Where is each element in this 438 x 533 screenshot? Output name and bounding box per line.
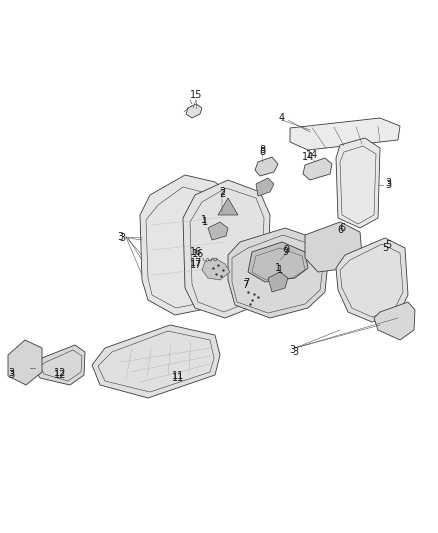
Text: 5: 5 <box>382 243 388 253</box>
Text: 16: 16 <box>190 247 202 257</box>
Text: 3: 3 <box>8 370 14 380</box>
Polygon shape <box>92 325 220 398</box>
Text: 1: 1 <box>202 217 208 227</box>
Polygon shape <box>305 222 362 272</box>
Text: 14: 14 <box>302 152 314 162</box>
Polygon shape <box>208 222 228 240</box>
Polygon shape <box>290 118 400 150</box>
Text: 14: 14 <box>306 150 318 160</box>
Polygon shape <box>202 258 230 280</box>
Text: 7: 7 <box>242 280 248 290</box>
Text: 5: 5 <box>385 240 391 250</box>
Text: 6: 6 <box>337 225 343 235</box>
Text: 4: 4 <box>279 113 285 123</box>
Text: 3: 3 <box>292 347 298 357</box>
Text: 6: 6 <box>339 223 345 233</box>
Text: 1: 1 <box>277 265 283 275</box>
Polygon shape <box>336 138 380 228</box>
Text: 3: 3 <box>385 180 391 190</box>
Text: 9: 9 <box>282 247 288 257</box>
Polygon shape <box>218 198 238 215</box>
Text: 16: 16 <box>192 249 204 259</box>
Text: 2: 2 <box>219 189 225 199</box>
Polygon shape <box>35 345 85 385</box>
Text: 9: 9 <box>283 245 289 255</box>
Text: 1: 1 <box>275 263 281 273</box>
Text: 15: 15 <box>190 90 202 100</box>
Text: 11: 11 <box>172 373 184 383</box>
Text: 3: 3 <box>289 345 295 355</box>
Text: 1: 1 <box>201 215 207 225</box>
Polygon shape <box>186 104 202 118</box>
Polygon shape <box>256 178 274 196</box>
Text: 3: 3 <box>8 368 14 378</box>
Text: 17: 17 <box>190 260 202 270</box>
Text: 3: 3 <box>117 232 123 242</box>
Polygon shape <box>268 272 288 292</box>
Text: 3: 3 <box>385 178 391 188</box>
Text: 12: 12 <box>54 368 66 378</box>
Polygon shape <box>228 228 328 318</box>
Text: 17: 17 <box>190 258 202 268</box>
Polygon shape <box>248 242 308 282</box>
Polygon shape <box>374 302 415 340</box>
Text: 12: 12 <box>54 370 66 380</box>
Text: 8: 8 <box>259 147 265 157</box>
Polygon shape <box>140 175 240 315</box>
Text: 2: 2 <box>219 187 225 197</box>
Text: 11: 11 <box>172 371 184 381</box>
Polygon shape <box>255 157 278 176</box>
Text: 8: 8 <box>259 145 265 155</box>
Polygon shape <box>183 180 270 318</box>
Text: 3: 3 <box>119 233 125 243</box>
Text: 7: 7 <box>243 278 249 288</box>
Polygon shape <box>8 340 42 385</box>
Polygon shape <box>303 158 332 180</box>
Polygon shape <box>336 238 408 322</box>
